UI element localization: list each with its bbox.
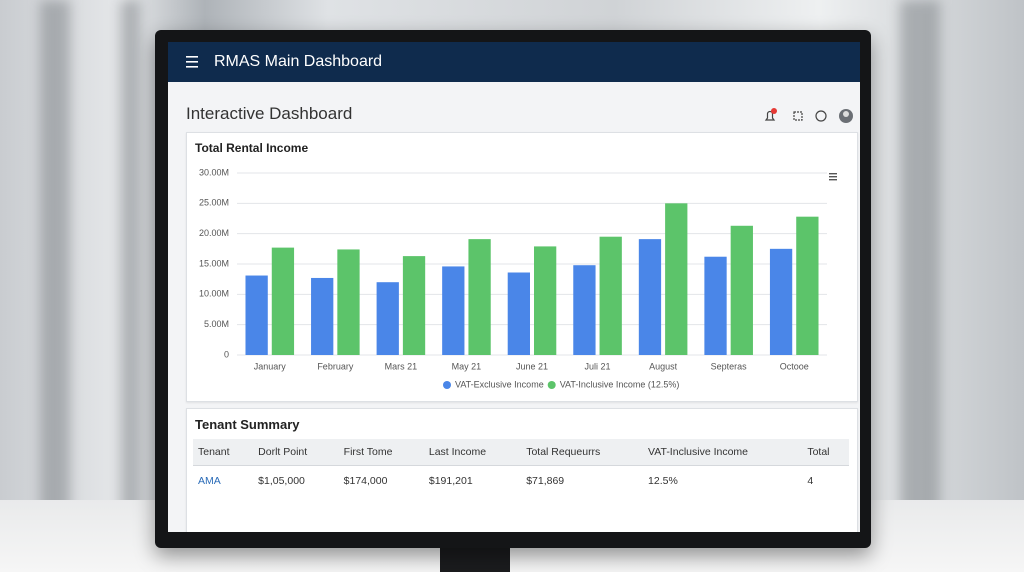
bar — [796, 216, 819, 355]
page-title: Interactive Dashboard — [186, 104, 353, 123]
chart: Total Rental Income 0 5.00M 10.00M 15.00M 20… — [195, 141, 837, 389]
column-header: First Tome — [338, 439, 424, 466]
table-row: AMA $1,05,000 $174,000 $191,201 $71,869 12.5%… — [193, 466, 849, 497]
table-cell: AMA — [198, 475, 221, 487]
table-cell: 12.5% — [648, 475, 678, 487]
table-cell: $191,201 — [428, 475, 473, 487]
background-pillar — [900, 0, 940, 572]
y-tick-label: 25.00M — [199, 198, 229, 208]
bar — [769, 248, 793, 355]
chart-title: Total Rental Income — [195, 141, 308, 155]
bar — [638, 239, 662, 355]
bar — [271, 247, 295, 355]
x-tick-label: June 21 — [516, 361, 548, 371]
x-tick-label: Septeras — [711, 361, 748, 371]
table-cell: $1,05,000 — [258, 475, 305, 487]
tenant-table: Tenant Dorlt Point First Tome Last Income To… — [193, 439, 849, 496]
bar — [402, 256, 426, 355]
chart-card: Total Rental Income 0 5.00M 10.00M 15.00M 20… — [186, 132, 858, 402]
table-card: Tenant Summary Tenant Dorlt Point First To… — [186, 408, 858, 532]
bar — [376, 282, 399, 355]
background-pillar — [40, 0, 70, 572]
y-tick-label: 15.00M — [199, 258, 229, 268]
y-tick-label: 20.00M — [199, 228, 229, 238]
bar — [442, 266, 465, 355]
x-tick-label: February — [317, 361, 354, 371]
legend-label: VAT-Inclusive Income (12.5%) — [560, 379, 680, 389]
x-tick-label: Juli 21 — [585, 361, 611, 371]
column-header: VAT-Inclusive Income — [643, 439, 803, 466]
y-tick-label: 30.00M — [199, 167, 229, 177]
chart-menu[interactable] — [829, 173, 837, 181]
bar — [665, 203, 688, 355]
bar — [599, 236, 622, 355]
bar — [507, 272, 530, 355]
table-title: Tenant Summary — [195, 417, 300, 432]
avatar[interactable] — [839, 109, 853, 123]
bar — [534, 246, 557, 355]
toolbar-icons — [764, 108, 853, 123]
y-tick-label: 10.00M — [199, 289, 229, 299]
column-header: Last Income — [423, 439, 522, 466]
x-tick-label: May 21 — [452, 361, 482, 371]
x-tick-label: Mars 21 — [385, 361, 418, 371]
column-header: Tenant — [193, 439, 254, 466]
column-header: Dorlt Point — [253, 439, 339, 466]
legend-label: VAT-Exclusive Income — [455, 379, 544, 389]
legend-marker — [443, 381, 451, 389]
app-bar: RMAS Main Dashboard — [168, 42, 860, 82]
y-tick-label: 5.00M — [204, 319, 229, 329]
bar — [730, 225, 753, 355]
bar — [337, 249, 360, 355]
bar — [468, 239, 491, 355]
bar — [311, 277, 334, 355]
bar — [245, 275, 268, 355]
help-icon[interactable] — [815, 110, 827, 122]
y-tick-label: 0 — [224, 349, 229, 359]
bar — [704, 256, 727, 355]
notification-icon[interactable] — [764, 108, 777, 121]
screen: RMAS Main Dashboard Interactive Dashboar… — [168, 42, 860, 532]
background-pillar — [120, 0, 140, 572]
table-cell: $71,869 — [526, 475, 565, 487]
x-tick-label: Octooe — [780, 361, 809, 371]
legend-marker — [547, 381, 556, 389]
column-header: Total Requeurrs — [521, 439, 644, 466]
bar — [573, 265, 596, 355]
menu-icon[interactable] — [184, 52, 204, 72]
x-tick-label: August — [649, 361, 678, 371]
apps-icon[interactable] — [793, 111, 803, 121]
app-title: RMAS Main Dashboard — [214, 53, 383, 70]
table-cell: 4 — [807, 475, 814, 487]
table-cell: $174,000 — [343, 475, 388, 487]
x-tick-label: January — [254, 361, 287, 371]
column-header: Total — [802, 439, 849, 466]
